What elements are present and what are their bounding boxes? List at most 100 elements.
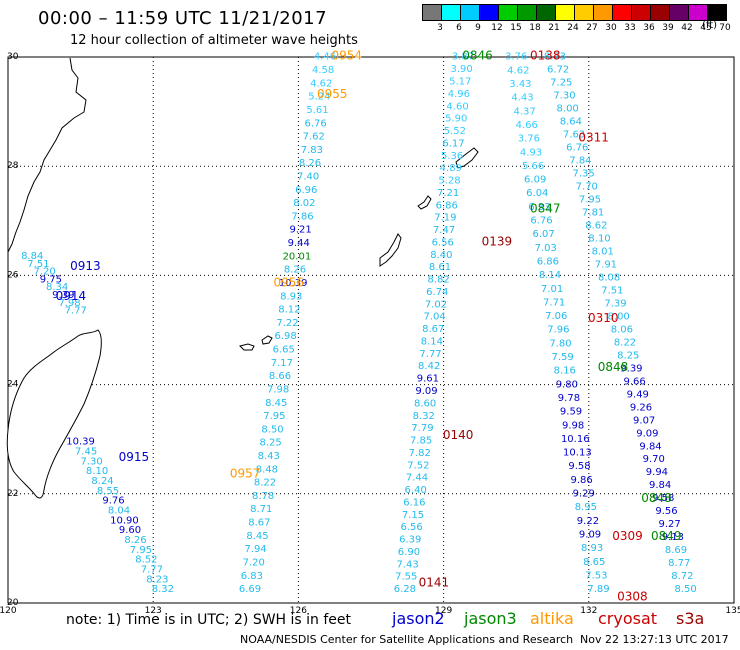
legend-label: 45 [700,23,712,33]
swh-value: 8.61 [429,262,451,273]
pass-id-label: 0846 [462,49,493,63]
legend-label: 30 [605,23,617,33]
swh-value: 3.76 [518,134,540,145]
pass-id-label: 0847 [530,202,561,216]
swh-value: 8.32 [152,584,174,595]
swh-value: 9.59 [560,407,582,418]
swh-value: 9.49 [627,389,649,400]
legend-label: 36 [643,23,655,33]
swh-value: 7.20 [34,267,56,278]
swh-value: 6.39 [399,535,421,546]
swh-value: 7.59 [551,352,573,363]
page-title: 00:00 – 11:59 UTC 11/21/2017 [38,8,328,29]
amami-island [417,195,432,210]
swh-value: 6.86 [436,200,458,211]
swh-value: 10.90 [110,515,139,526]
swh-value: 8.82 [428,275,450,286]
swh-value: 6.86 [537,256,559,267]
pass-id-label: 0848 [598,360,629,374]
swh-value: 3.76 [505,52,527,63]
legend-unit: (ft) [702,20,718,31]
legend-altika: altika [530,609,574,628]
swh-value: 7.79 [411,423,433,434]
swh-value: 7.91 [595,259,617,270]
swh-value: 6.65 [273,345,295,356]
swh-value: 7.25 [550,78,572,89]
pass-id-label: 0913 [70,259,101,273]
lat-tick-label: 20 [7,598,19,608]
swh-value: 8.22 [614,337,636,348]
swh-value: 3.90 [450,64,472,75]
swh-value: 7.95 [263,411,285,422]
swh-value: 7.03 [535,243,557,254]
swh-value: 4.46 [314,52,336,63]
swh-value: 4.89 [440,163,462,174]
swh-value: 9.22 [577,516,599,527]
pass-id-label: 0848 [641,491,672,505]
swh-value: 4.37 [514,106,536,117]
lat-tick-label: 22 [7,489,18,499]
swh-value: 9.98 [562,420,584,431]
generation-timestamp: Nov 22 13:27:13 UTC 2017 [580,633,729,646]
swh-value: 9.44 [288,238,310,249]
swh-value: 9.84 [639,441,661,452]
swh-value: 7.43 [396,559,418,570]
swh-value: 9.09 [579,529,601,540]
swh-value: 9.09 [636,428,658,439]
swh-value: 8.14 [539,270,561,281]
swh-value: 7.55 [395,572,417,583]
swh-value: 8.72 [671,571,693,582]
swh-value: 8.64 [560,117,582,128]
pass-id-label: 0311 [578,131,609,145]
swh-value: 7.51 [601,285,623,296]
swh-value: 5.36 [441,151,463,162]
legend-swatch [707,4,727,21]
swh-value: 9.39 [620,363,642,374]
swh-value: 9.76 [102,496,124,507]
swh-value: 7.35 [572,169,594,180]
swh-value: 8.00 [608,311,630,322]
swh-value: 7.82 [409,448,431,459]
swh-value: 8.67 [422,324,444,335]
swh-value: 9.58 [652,493,674,504]
lon-tick-label: 123 [145,606,162,616]
lat-tick-label: 24 [7,380,19,390]
swh-value: 8.78 [252,491,274,502]
swh-value: 9.58 [568,461,590,472]
swh-value: 8.93 [280,291,302,302]
swh-value: 8.25 [259,438,281,449]
swh-value: 7.02 [425,299,447,310]
lon-tick-label: 126 [290,606,307,616]
footnote: note: 1) Time is in UTC; 2) SWH is in fe… [66,612,352,628]
swh-value: 6.04 [526,188,548,199]
swh-value: 6.17 [442,138,464,149]
swh-value: 6.76 [530,216,552,227]
swh-value: 5.90 [445,114,467,125]
swh-value: 9.78 [558,393,580,404]
swh-value: 6.72 [547,65,569,76]
swh-value: 8.65 [583,557,605,568]
coastlines [6,57,479,499]
swh-value: 4.62 [310,78,332,89]
swh-value: 5.24 [308,92,330,103]
swh-value: 10.39 [66,437,95,448]
swh-value: 4.58 [312,65,334,76]
swh-value: 7.77 [419,349,441,360]
swh-value: 6.90 [398,547,420,558]
ishigaki-island [239,343,255,351]
swh-value: 4.43 [511,93,533,104]
legend-label: 27 [586,23,598,33]
swh-value: 9.61 [417,374,439,385]
swh-value: 6.69 [239,584,261,595]
swh-value: 9.60 [119,525,141,536]
pass-id-label: 0957 [230,466,261,480]
swh-value: 5.61 [306,105,328,116]
pass-id-label: 0849 [651,529,682,543]
legend-s3a: s3a [676,609,705,628]
swh-value: 8.32 [413,411,435,422]
lon-tick-label: 132 [580,606,597,616]
swh-value: 9.09 [415,386,437,397]
swh-value: 8.40 [430,250,452,261]
swh-value: 8.73 [544,52,566,63]
